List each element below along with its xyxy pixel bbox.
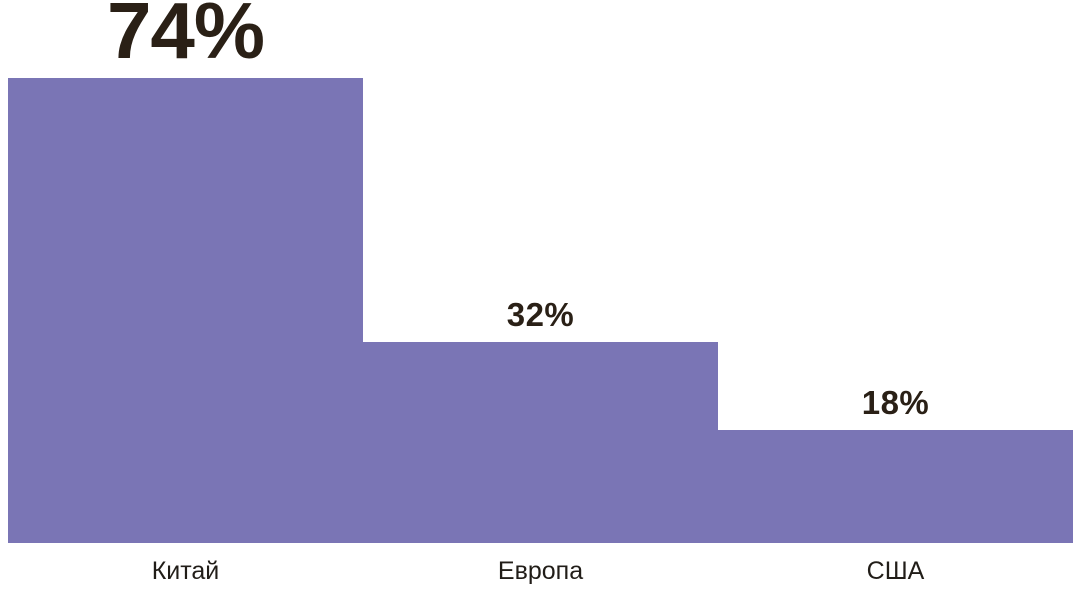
bar-group: 32%: [363, 298, 718, 543]
bar-category-label: Китай: [151, 557, 220, 585]
bar-category-label: Европа: [497, 557, 584, 585]
bar-group: 74%: [8, 0, 363, 543]
bar-value-label: 18%: [861, 384, 930, 421]
bar-value-label: 74%: [106, 0, 265, 75]
bar-value-label: 32%: [506, 296, 575, 333]
plot-area: 74% 32% 18%: [8, 0, 1073, 543]
bar-group: 18%: [718, 386, 1073, 543]
bar-category-label: США: [866, 557, 925, 585]
bar: [363, 342, 718, 543]
x-axis-labels: Китай Европа США: [0, 543, 1079, 597]
bar: [8, 78, 363, 543]
bar: [718, 430, 1073, 543]
